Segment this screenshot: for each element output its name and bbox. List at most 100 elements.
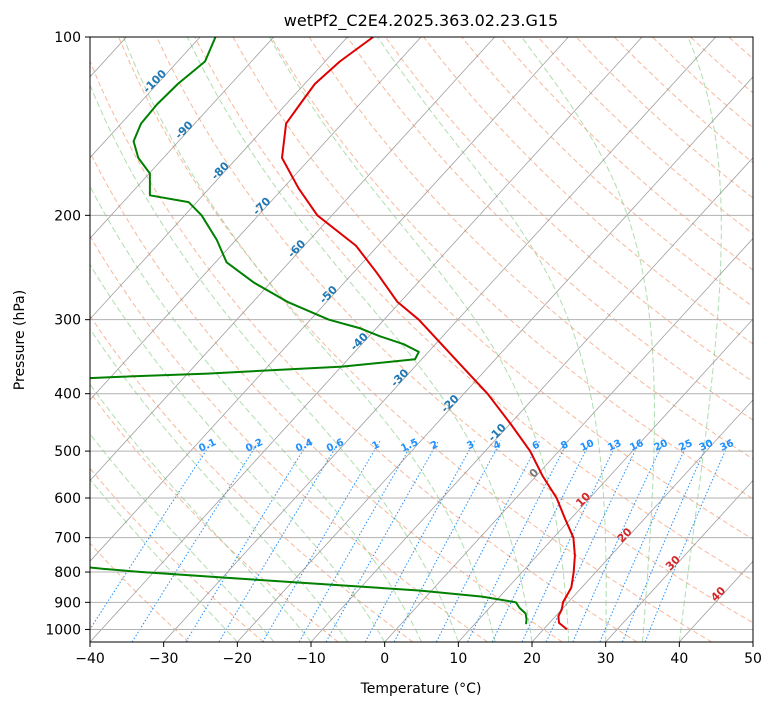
dry-adiabat (232, 37, 753, 540)
y-axis: 1000 900 800 700 600 500 400 300 200 100 (45, 30, 90, 638)
isotherm-label: -80 (209, 159, 232, 182)
y-tick-label: 300 (54, 313, 81, 329)
x-tick-label: 50 (744, 651, 762, 667)
pressure-gridlines (90, 37, 753, 630)
mixing-ratio-label: 20 (652, 438, 669, 454)
moist-adiabat (90, 185, 422, 642)
mixing-ratio-label: 10 (579, 438, 596, 454)
dry-adiabat (90, 542, 190, 642)
temperature-profile (281, 37, 576, 631)
dry-adiabat (423, 37, 753, 345)
y-axis-label: Pressure (hPa) (12, 290, 28, 390)
isotherm-label: -70 (250, 194, 273, 217)
isotherm-label: -30 (388, 366, 411, 389)
mixing-ratio-line (644, 440, 731, 642)
y-tick-label: 900 (54, 595, 81, 611)
mixing-ratio-label: 3 (465, 439, 476, 452)
mixing-ratio-label: 8 (559, 439, 570, 452)
isotherm-line (384, 237, 753, 642)
isotherm-label: -100 (140, 67, 169, 96)
dry-adiabat (728, 37, 753, 60)
mixing-ratio-line (262, 440, 381, 642)
line-labels: -100-90-80-70-60-50-40-30-20-100.1 0.2 0.4… (140, 67, 735, 604)
dry-adiabat (461, 37, 753, 308)
dry-adiabat (194, 37, 753, 582)
mixing-ratio-label: 1.5 (399, 437, 420, 454)
isotherm-label: -20 (438, 392, 461, 415)
isotherm-line (458, 318, 753, 642)
dry-adiabat (385, 37, 753, 383)
warm-isotherm-label: 40 (708, 584, 728, 604)
isotherm-line (163, 37, 717, 642)
moist-adiabat (90, 478, 238, 642)
dry-adiabat (270, 37, 753, 500)
chart-title: wetPf2_C2E4.2025.363.02.23.G15 (284, 11, 558, 31)
dry-adiabat (118, 37, 712, 642)
mixing-ratio-line (599, 440, 690, 642)
mixing-ratio-line (90, 440, 214, 631)
y-tick-label: 400 (54, 387, 81, 403)
mixing-ratio-line (435, 440, 541, 642)
isotherm-line (90, 37, 569, 562)
dry-adiabat (767, 37, 775, 642)
x-tick-label: 20 (523, 651, 541, 667)
mixing-ratio-label: 36 (718, 438, 735, 454)
x-axis: −40 −30 −20 −10 0 10 20 30 40 50 (75, 642, 762, 667)
mixing-ratio-label: 13 (606, 438, 623, 454)
x-axis-label: Temperature (°C) (360, 681, 482, 697)
y-tick-label: 100 (54, 30, 81, 46)
warm-isotherm-label: 20 (615, 525, 635, 545)
moist-adiabat (377, 37, 607, 642)
mixing-ratio-label: 16 (628, 438, 645, 454)
mixing-ratio-label: 0.4 (294, 437, 315, 454)
isotherm-label: -50 (317, 283, 340, 306)
mixing-ratio-line (298, 440, 415, 642)
isotherm-line (90, 37, 496, 482)
y-tick-label: 1000 (45, 622, 81, 638)
mixing-ratio-label: 30 (698, 438, 715, 454)
x-tick-label: 10 (449, 651, 467, 667)
mixing-ratio-line (621, 440, 710, 642)
moist-adiabat (90, 327, 349, 642)
x-tick-label: −20 (223, 651, 253, 667)
dewpoint-profile (90, 37, 528, 625)
mixing-ratio-line (218, 440, 341, 642)
x-tick-label: 0 (380, 651, 389, 667)
isotherm-line (90, 37, 643, 642)
mixing-ratio-label: 25 (677, 438, 694, 454)
mixing-ratio-label: 6 (531, 439, 542, 452)
x-tick-label: 30 (597, 651, 615, 667)
dry-adiabat (690, 37, 753, 94)
mixing-ratio-line (491, 440, 592, 642)
x-tick-label: −10 (296, 651, 326, 667)
mixing-ratio-label: 2 (429, 439, 440, 452)
mixing-ratio-line (467, 440, 569, 642)
y-tick-label: 800 (54, 565, 81, 581)
isotherm-line (752, 641, 753, 642)
isotherm-line (679, 560, 753, 642)
isotherm-label: -60 (285, 237, 308, 260)
moist-adiabat (90, 433, 275, 642)
dry-adiabat (156, 37, 753, 624)
isotherm-line (237, 76, 753, 642)
mixing-ratio-line (185, 440, 310, 642)
mixing-ratio-label: 0.6 (325, 437, 346, 454)
dry-adiabat (308, 37, 753, 460)
mixing-ratio-label: 1 (370, 439, 381, 452)
isotherm-line (90, 37, 201, 159)
isotherm-line (90, 37, 422, 401)
dry-adiabat (90, 467, 264, 642)
profiles (90, 37, 576, 631)
moist-adiabat (678, 37, 722, 642)
mixing-ratio-line (364, 440, 476, 642)
isotherm-line (310, 157, 753, 642)
dry-adiabat (90, 391, 339, 642)
isotherm-line (90, 37, 348, 320)
x-tick-label: −30 (149, 651, 179, 667)
isotherm-line (531, 399, 753, 642)
x-tick-label: −40 (75, 651, 105, 667)
mixing-ratio-line (131, 440, 260, 642)
y-tick-label: 500 (54, 444, 81, 460)
isotherm-line (605, 479, 753, 642)
